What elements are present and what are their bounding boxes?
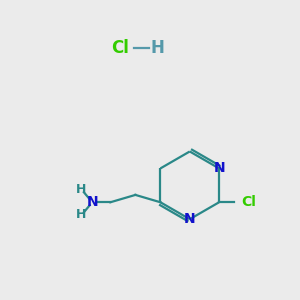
- Text: H: H: [76, 183, 87, 196]
- Text: Cl: Cl: [242, 195, 256, 209]
- Text: N: N: [87, 195, 98, 209]
- Text: H: H: [76, 208, 87, 221]
- Text: H: H: [150, 39, 164, 57]
- Text: Cl: Cl: [112, 39, 130, 57]
- Text: N: N: [213, 161, 225, 176]
- Text: N: N: [184, 212, 196, 226]
